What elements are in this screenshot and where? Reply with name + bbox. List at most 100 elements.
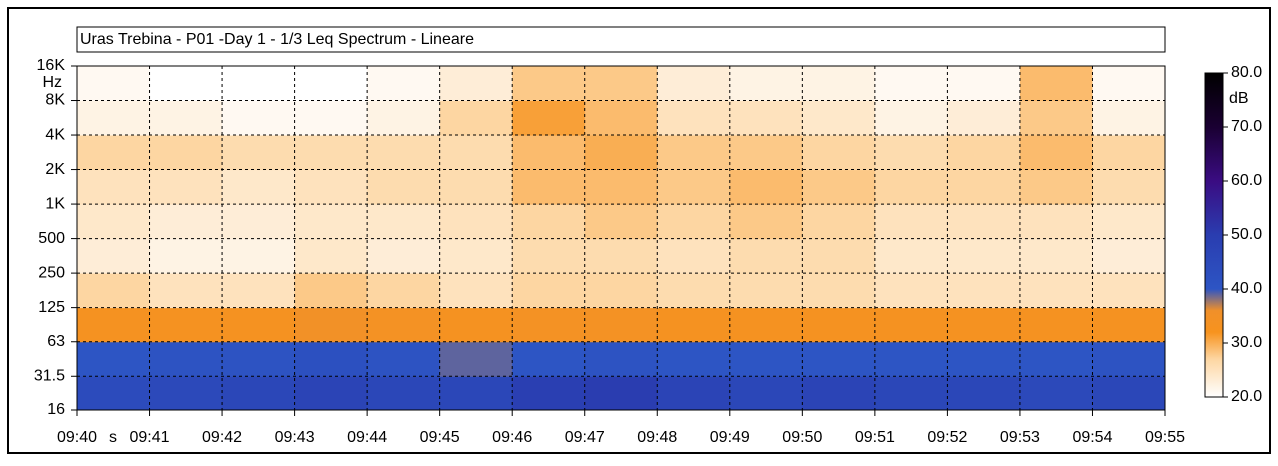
heatmap-cell <box>440 273 513 308</box>
heatmap-cell <box>875 135 948 170</box>
heatmap-cell <box>222 170 295 205</box>
heatmap-cell <box>585 376 658 410</box>
heatmap-cell <box>875 239 948 274</box>
heatmap-cell <box>512 376 585 410</box>
heatmap-cell <box>875 66 948 101</box>
heatmap-cell <box>295 204 368 239</box>
x-tick-label: 09:41 <box>130 429 170 446</box>
x-tick-label: 09:52 <box>927 429 967 446</box>
heatmap-cell <box>222 101 295 136</box>
heatmap-cell <box>295 101 368 136</box>
heatmap-cell <box>150 101 223 136</box>
colorbar-tick-label: 60.0 <box>1231 172 1262 189</box>
heatmap-cell <box>295 308 368 343</box>
heatmap-cell <box>367 170 440 205</box>
heatmap-cell <box>150 308 223 343</box>
x-tick-label: 09:46 <box>492 429 532 446</box>
heatmap-cell <box>367 342 440 377</box>
heatmap-cell <box>150 273 223 308</box>
heatmap-cell <box>367 204 440 239</box>
x-axis-label: s <box>109 429 117 446</box>
heatmap-cell <box>1020 308 1093 343</box>
heatmap-cell <box>802 273 875 308</box>
heatmap-cell <box>1020 376 1093 410</box>
heatmap-cell <box>440 101 513 136</box>
heatmap-cell <box>222 135 295 170</box>
x-tick-label: 09:49 <box>710 429 750 446</box>
heatmap-cell <box>947 135 1020 170</box>
heatmap-cell <box>77 66 150 101</box>
heatmap-cell <box>1020 204 1093 239</box>
heatmap-cell <box>222 239 295 274</box>
heatmap-cell <box>77 204 150 239</box>
x-tick-label: 09:51 <box>855 429 895 446</box>
x-tick-label: 09:45 <box>420 429 460 446</box>
heatmap-cell <box>1092 170 1165 205</box>
heatmap-cell <box>1092 66 1165 101</box>
heatmap-cell <box>440 342 513 377</box>
heatmap-cell <box>802 342 875 377</box>
x-tick-label: 09:55 <box>1145 429 1185 446</box>
y-tick-label: 125 <box>38 299 65 316</box>
y-tick-label: 2K <box>45 161 65 178</box>
heatmap-cell <box>440 66 513 101</box>
heatmap-cell <box>730 101 803 136</box>
heatmap-cell <box>947 376 1020 410</box>
heatmap-cell <box>512 170 585 205</box>
heatmap-cell <box>295 66 368 101</box>
heatmap-cell <box>77 170 150 205</box>
heatmap-cell <box>1020 135 1093 170</box>
x-tick-label: 09:48 <box>637 429 677 446</box>
heatmap-cell <box>222 308 295 343</box>
y-tick-label: 8K <box>45 92 65 109</box>
heatmap-cell <box>512 101 585 136</box>
heatmap-cell <box>875 308 948 343</box>
heatmap-cell <box>367 66 440 101</box>
heatmap-cell <box>657 170 730 205</box>
y-tick-label: 16 <box>47 401 65 418</box>
heatmap-cell <box>1092 135 1165 170</box>
colorbar-tick-label: 40.0 <box>1231 280 1262 297</box>
heatmap-cell <box>222 66 295 101</box>
heatmap-cell <box>657 273 730 308</box>
x-tick-label: 09:43 <box>275 429 315 446</box>
heatmap-cell <box>440 170 513 205</box>
heatmap-cell <box>657 308 730 343</box>
heatmap-cell <box>440 135 513 170</box>
heatmap-cell <box>222 376 295 410</box>
heatmap-cell <box>77 239 150 274</box>
colorbar-tick-label: 50.0 <box>1231 226 1262 243</box>
heatmap-cell <box>1020 66 1093 101</box>
heatmap-cell <box>150 204 223 239</box>
heatmap-cell <box>657 342 730 377</box>
heatmap-cell <box>585 66 658 101</box>
heatmap-cell <box>295 170 368 205</box>
heatmap-cell <box>1092 239 1165 274</box>
heatmap-cell <box>367 376 440 410</box>
heatmap-cell <box>657 66 730 101</box>
heatmap-cell <box>947 170 1020 205</box>
heatmap-cell <box>947 239 1020 274</box>
colorbar-tick-label: 80.0 <box>1231 64 1262 81</box>
heatmap-cell <box>947 273 1020 308</box>
heatmap-cell <box>367 239 440 274</box>
heatmap-cell <box>512 135 585 170</box>
heatmap-cell <box>947 308 1020 343</box>
colorbar-tick-label: 20.0 <box>1231 388 1262 405</box>
heatmap-cell <box>875 342 948 377</box>
x-tick-label: 09:53 <box>1000 429 1040 446</box>
heatmap-cell <box>730 66 803 101</box>
heatmap-cell <box>730 170 803 205</box>
heatmap-cell <box>440 376 513 410</box>
heatmap-cell <box>875 376 948 410</box>
heatmap-cell <box>947 342 1020 377</box>
x-tick-label: 09:54 <box>1072 429 1112 446</box>
heatmap-cell <box>730 342 803 377</box>
y-axis-label: Hz <box>42 74 62 91</box>
heatmap-cell <box>150 66 223 101</box>
heatmap-cell <box>802 135 875 170</box>
heatmap-cell <box>295 376 368 410</box>
heatmap-cell <box>585 308 658 343</box>
heatmap-cell <box>585 273 658 308</box>
heatmap-cell <box>875 101 948 136</box>
